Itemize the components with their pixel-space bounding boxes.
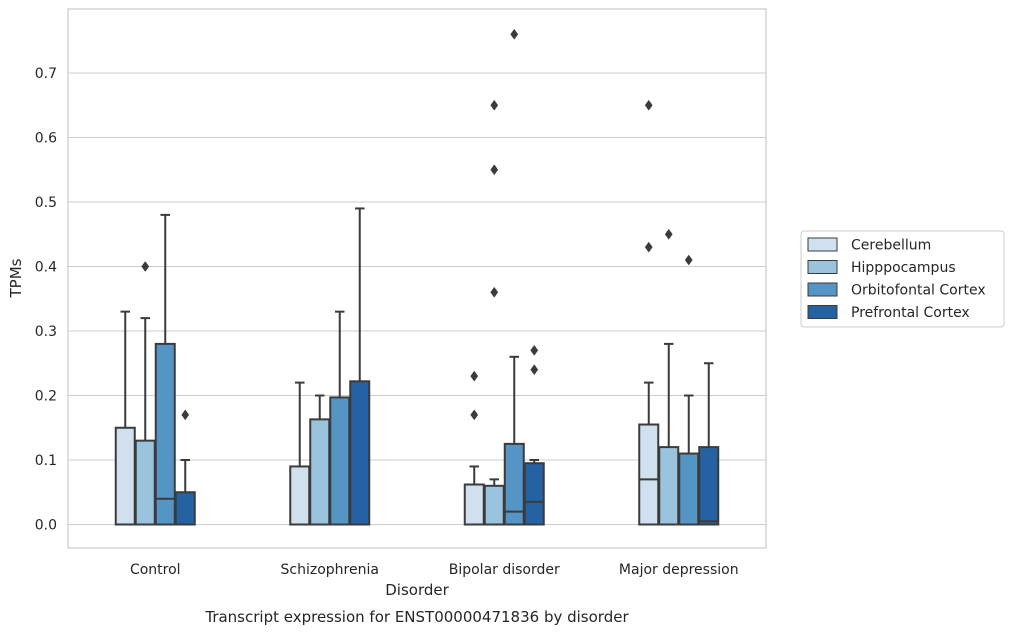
outlier-point xyxy=(684,254,693,266)
legend-frame xyxy=(800,230,1005,328)
box xyxy=(114,426,136,526)
outlier-point xyxy=(470,409,479,421)
box xyxy=(678,452,700,526)
y-axis-label: TPMs xyxy=(7,258,25,298)
y-tick-label: 0.6 xyxy=(35,131,57,147)
outlier-point xyxy=(490,99,499,111)
box xyxy=(463,483,485,526)
box-prefrontal-cortex xyxy=(349,207,371,526)
x-tick-label: Control xyxy=(130,562,181,578)
y-tick-label: 0.2 xyxy=(35,389,57,405)
box-plot-series xyxy=(114,28,720,526)
box-orbitofontal-cortex xyxy=(154,213,176,526)
outlier-point xyxy=(530,344,539,356)
y-tick-label: 0.5 xyxy=(35,195,57,211)
outlier-point xyxy=(490,164,499,176)
legend-label: Cerebellum xyxy=(851,238,931,254)
box xyxy=(658,446,680,526)
box-orbitofontal-cortex xyxy=(329,310,351,526)
outlier-point xyxy=(510,28,519,40)
box-orbitofontal-cortex xyxy=(678,254,700,526)
box-prefrontal-cortex xyxy=(174,409,196,526)
x-tick-label: Schizophrenia xyxy=(281,562,379,578)
x-tick-label: Major depression xyxy=(619,562,739,578)
legend: Cerebellum Hipppocampus Orbitofontal Corte… xyxy=(800,230,1005,328)
legend-swatch xyxy=(807,237,838,252)
outlier-point xyxy=(141,261,150,272)
box-cerebellum xyxy=(114,310,136,526)
x-axis-ticks: Control Schizophrenia Bipolar disorder Majo… xyxy=(130,562,739,578)
y-axis-ticks: 0.0 0.1 0.2 0.3 0.4 0.5 0.6 0.7 xyxy=(35,66,57,534)
box-hipppocampus xyxy=(483,99,505,526)
y-tick-label: 0.4 xyxy=(35,260,57,276)
legend-label: Hipppocampus xyxy=(851,260,956,276)
outlier-point xyxy=(181,409,190,421)
legend-swatch xyxy=(807,260,838,274)
box-hipppocampus xyxy=(309,394,331,526)
box-prefrontal-cortex xyxy=(523,344,545,526)
box xyxy=(523,462,545,526)
box xyxy=(638,423,660,526)
outlier-point xyxy=(470,370,479,382)
box xyxy=(289,465,311,526)
box-orbitofontal-cortex xyxy=(503,28,525,526)
box xyxy=(698,446,720,526)
box xyxy=(349,380,371,526)
box xyxy=(134,439,156,526)
y-tick-label: 0.3 xyxy=(35,324,57,340)
box-hipppocampus xyxy=(658,228,680,526)
plot-frame xyxy=(67,8,767,549)
box-cerebellum xyxy=(289,381,311,526)
chart-caption: Transcript expression for ENST0000047183… xyxy=(204,608,629,626)
outlier-point xyxy=(530,364,539,376)
outlier-point xyxy=(644,241,653,253)
outlier-point xyxy=(490,286,499,298)
box xyxy=(174,491,196,526)
legend-label: Prefrontal Cortex xyxy=(851,305,970,321)
x-axis-label: Disorder xyxy=(385,581,449,599)
box-hipppocampus xyxy=(134,261,156,526)
box xyxy=(154,342,176,526)
legend-swatch xyxy=(807,282,838,297)
box-prefrontal-cortex xyxy=(698,362,720,526)
legend-label: Orbitofontal Cortex xyxy=(851,283,986,299)
y-tick-label: 0.1 xyxy=(35,453,57,469)
box xyxy=(483,484,505,526)
legend-swatch xyxy=(807,305,838,319)
y-tick-label: 0.0 xyxy=(35,518,57,534)
box-cerebellum xyxy=(463,370,485,526)
y-tick-label: 0.7 xyxy=(35,66,57,82)
x-tick-label: Bipolar disorder xyxy=(449,562,560,578)
box xyxy=(329,396,351,526)
outlier-point xyxy=(644,99,653,111)
box-cerebellum xyxy=(638,99,660,526)
box xyxy=(309,418,331,526)
outlier-point xyxy=(664,228,673,240)
